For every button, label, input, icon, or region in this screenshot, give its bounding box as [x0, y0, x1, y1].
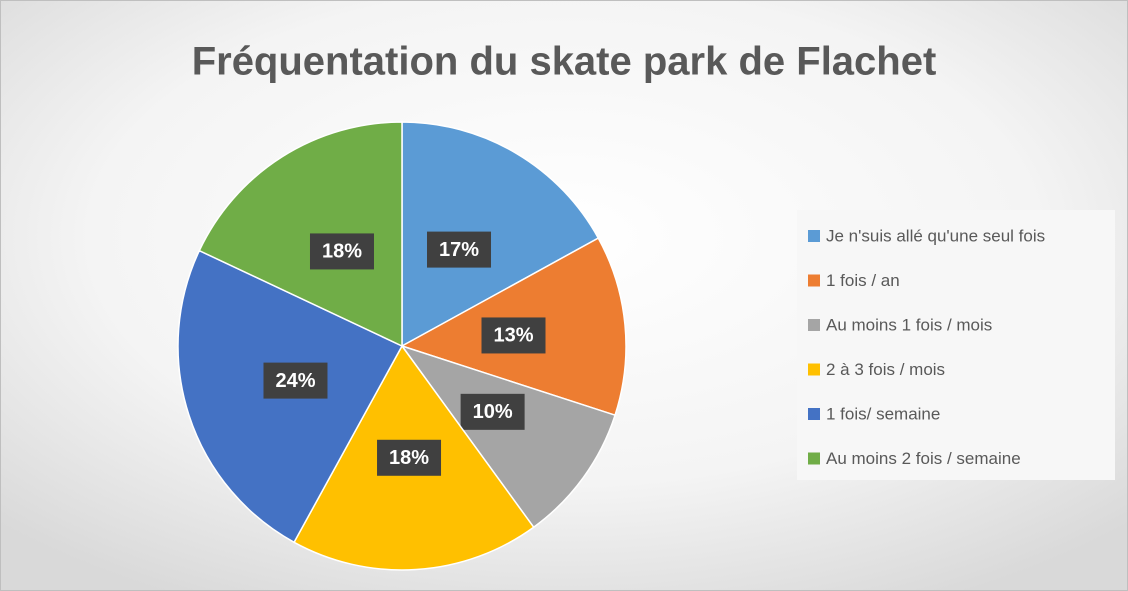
- legend-label: Au moins 1 fois / mois: [826, 315, 992, 334]
- legend-box: [797, 210, 1115, 480]
- data-label: 13%: [493, 325, 533, 347]
- data-label-box: [377, 439, 442, 476]
- pie-slice: [401, 121, 600, 348]
- pie-slice: [198, 121, 403, 348]
- data-label-box: [481, 317, 546, 354]
- pie-slice: [400, 344, 616, 529]
- data-label: 10%: [473, 401, 513, 423]
- legend-swatch: [808, 274, 820, 287]
- data-label-box: [309, 233, 374, 270]
- data-label-box: [427, 231, 492, 268]
- legend-label: 1 fois/ semaine: [826, 404, 940, 423]
- data-label: 24%: [275, 370, 315, 392]
- legend-label: Au moins 2 fois / semaine: [826, 449, 1021, 468]
- data-label: 18%: [322, 241, 362, 263]
- legend-swatch: [808, 230, 820, 242]
- legend-swatch: [808, 408, 820, 420]
- legend-label: Je n'suis allé qu'une seul fois: [826, 226, 1045, 245]
- data-label-box: [460, 393, 525, 430]
- data-label: 17%: [439, 239, 479, 261]
- legend-label: 2 à 3 fois / mois: [826, 360, 945, 379]
- chart-title: Fréquentation du skate park de Flachet: [192, 40, 937, 84]
- legend-label: 1 fois / an: [826, 271, 900, 290]
- legend-swatch: [808, 452, 820, 465]
- data-label: 18%: [389, 447, 429, 469]
- legend-swatch: [808, 319, 820, 331]
- legend-swatch: [808, 363, 820, 376]
- data-label-box: [263, 362, 328, 399]
